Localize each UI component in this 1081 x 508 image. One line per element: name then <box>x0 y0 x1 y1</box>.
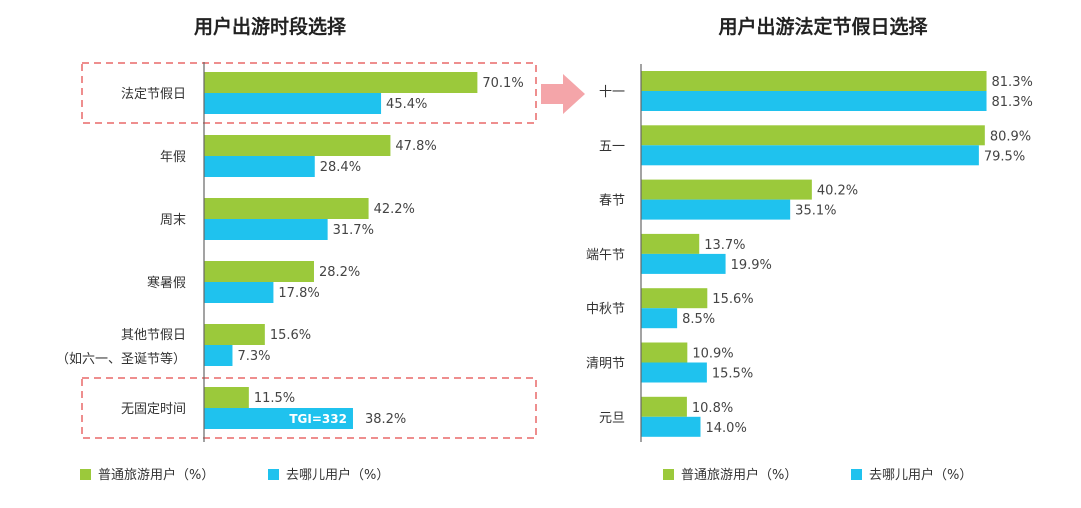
c2-category-label-2: 五一 <box>599 139 625 154</box>
c1-category-label-6: 无固定时间 <box>121 402 186 417</box>
c2-bar-5-series2 <box>641 308 678 329</box>
c1-bar-5-series2 <box>204 345 233 366</box>
c1-bar-2-series1 <box>204 135 391 156</box>
c2-bar-3-series2 <box>641 199 791 220</box>
c1-bar-3-series2 <box>204 219 328 240</box>
c2-category-label-6: 清明节 <box>586 357 625 372</box>
c2-bar-5-series1 <box>641 288 708 309</box>
c1-bar-5-series1 <box>204 324 265 345</box>
c2-data-label-5-series2: 8.5% <box>682 312 715 327</box>
c2-legend-swatch-series2 <box>851 469 862 480</box>
c2-data-label-3-series1: 40.2% <box>817 184 858 199</box>
c1-data-label-4-series2: 17.8% <box>278 286 319 301</box>
c1-data-label-3-series2: 31.7% <box>333 223 374 238</box>
c2-data-label-7-series2: 14.0% <box>706 421 747 436</box>
c2-bar-1-series2 <box>641 91 987 111</box>
c2-chart-title: 用户出游法定节假日选择 <box>718 15 928 38</box>
c1-highlight-box-2 <box>81 377 537 439</box>
c1-category-label-3: 周末 <box>160 213 186 228</box>
c2-data-label-6-series2: 15.5% <box>712 367 753 382</box>
c1-data-label-6-series2: 38.2% <box>365 412 406 427</box>
c2-data-label-1-series1: 81.3% <box>992 75 1033 90</box>
c2-bar-2-series2 <box>641 145 979 166</box>
c1-bar-6-series1 <box>204 387 249 408</box>
c2-category-label-7: 元旦 <box>599 411 625 426</box>
c2-data-label-2-series1: 80.9% <box>990 129 1031 144</box>
c1-data-label-5-series1: 15.6% <box>270 328 311 343</box>
c2-data-label-7-series1: 10.8% <box>692 401 733 416</box>
c1-legend-label-series2: 去哪儿用户（%） <box>286 467 389 483</box>
c1-tgi-annotation: TGI=332 <box>289 412 347 426</box>
c1-data-label-4-series1: 28.2% <box>319 265 360 280</box>
c2-legend-swatch-series1 <box>663 469 674 480</box>
c1-category-label-2: 年假 <box>160 150 186 165</box>
c1-highlight-box-1 <box>81 62 537 124</box>
c1-bar-2-series2 <box>204 156 315 177</box>
c1-data-label-5-series2: 7.3% <box>237 349 270 364</box>
c1-bar-6-series2 <box>204 408 353 429</box>
c2-category-label-1: 十一 <box>599 85 625 100</box>
c1-bar-1-series2 <box>204 93 382 114</box>
c2-data-label-3-series2: 35.1% <box>795 204 836 219</box>
c2-bar-6-series1 <box>641 342 688 363</box>
c1-category-sublabel-5: （如六一、圣诞节等） <box>56 351 186 367</box>
c2-legend-label-series2: 去哪儿用户（%） <box>869 467 972 483</box>
c2-data-label-4-series2: 19.9% <box>731 258 772 273</box>
c1-bar-4-series2 <box>204 282 274 303</box>
c1-bar-1-series1 <box>204 72 478 93</box>
c1-legend-label-series1: 普通旅游用户（%） <box>98 467 214 483</box>
c2-data-label-6-series1: 10.9% <box>692 347 733 362</box>
c1-data-label-6-series1: 11.5% <box>254 391 295 406</box>
c1-category-label-1: 法定节假日 <box>121 87 186 102</box>
c1-category-label-4: 寒暑假 <box>147 275 186 291</box>
c2-bar-1-series1 <box>641 71 987 91</box>
c1-data-label-2-series1: 47.8% <box>395 139 436 154</box>
c2-data-label-5-series1: 15.6% <box>712 292 753 307</box>
c2-bar-4-series2 <box>641 253 726 274</box>
c1-data-label-3-series1: 42.2% <box>374 202 415 217</box>
c2-bar-2-series1 <box>641 125 985 146</box>
c1-legend-swatch-series2 <box>268 469 279 480</box>
c2-data-label-2-series2: 79.5% <box>984 149 1025 164</box>
c1-legend-swatch-series1 <box>80 469 91 480</box>
c2-data-label-4-series1: 13.7% <box>704 238 745 253</box>
c2-category-label-3: 春节 <box>599 194 625 209</box>
c1-bar-3-series1 <box>204 198 369 219</box>
c1-chart-title: 用户出游时段选择 <box>194 15 347 38</box>
c2-data-label-1-series2: 81.3% <box>992 95 1033 110</box>
c2-category-label-4: 端午节 <box>586 248 625 263</box>
c2-legend-label-series1: 普通旅游用户（%） <box>681 467 797 483</box>
c2-bar-6-series2 <box>641 362 707 383</box>
c2-bar-7-series1 <box>641 396 687 417</box>
c1-category-label-5: 其他节假日 <box>121 328 186 343</box>
c2-bar-7-series2 <box>641 416 701 437</box>
connector-arrow-icon <box>541 74 585 114</box>
c1-data-label-1-series1: 70.1% <box>482 76 523 91</box>
c2-bar-3-series1 <box>641 179 812 200</box>
c2-bar-4-series1 <box>641 233 700 254</box>
c2-category-label-5: 中秋节 <box>586 302 625 317</box>
c1-data-label-2-series2: 28.4% <box>320 160 361 175</box>
c1-data-label-1-series2: 45.4% <box>386 97 427 112</box>
c1-bar-4-series1 <box>204 261 314 282</box>
